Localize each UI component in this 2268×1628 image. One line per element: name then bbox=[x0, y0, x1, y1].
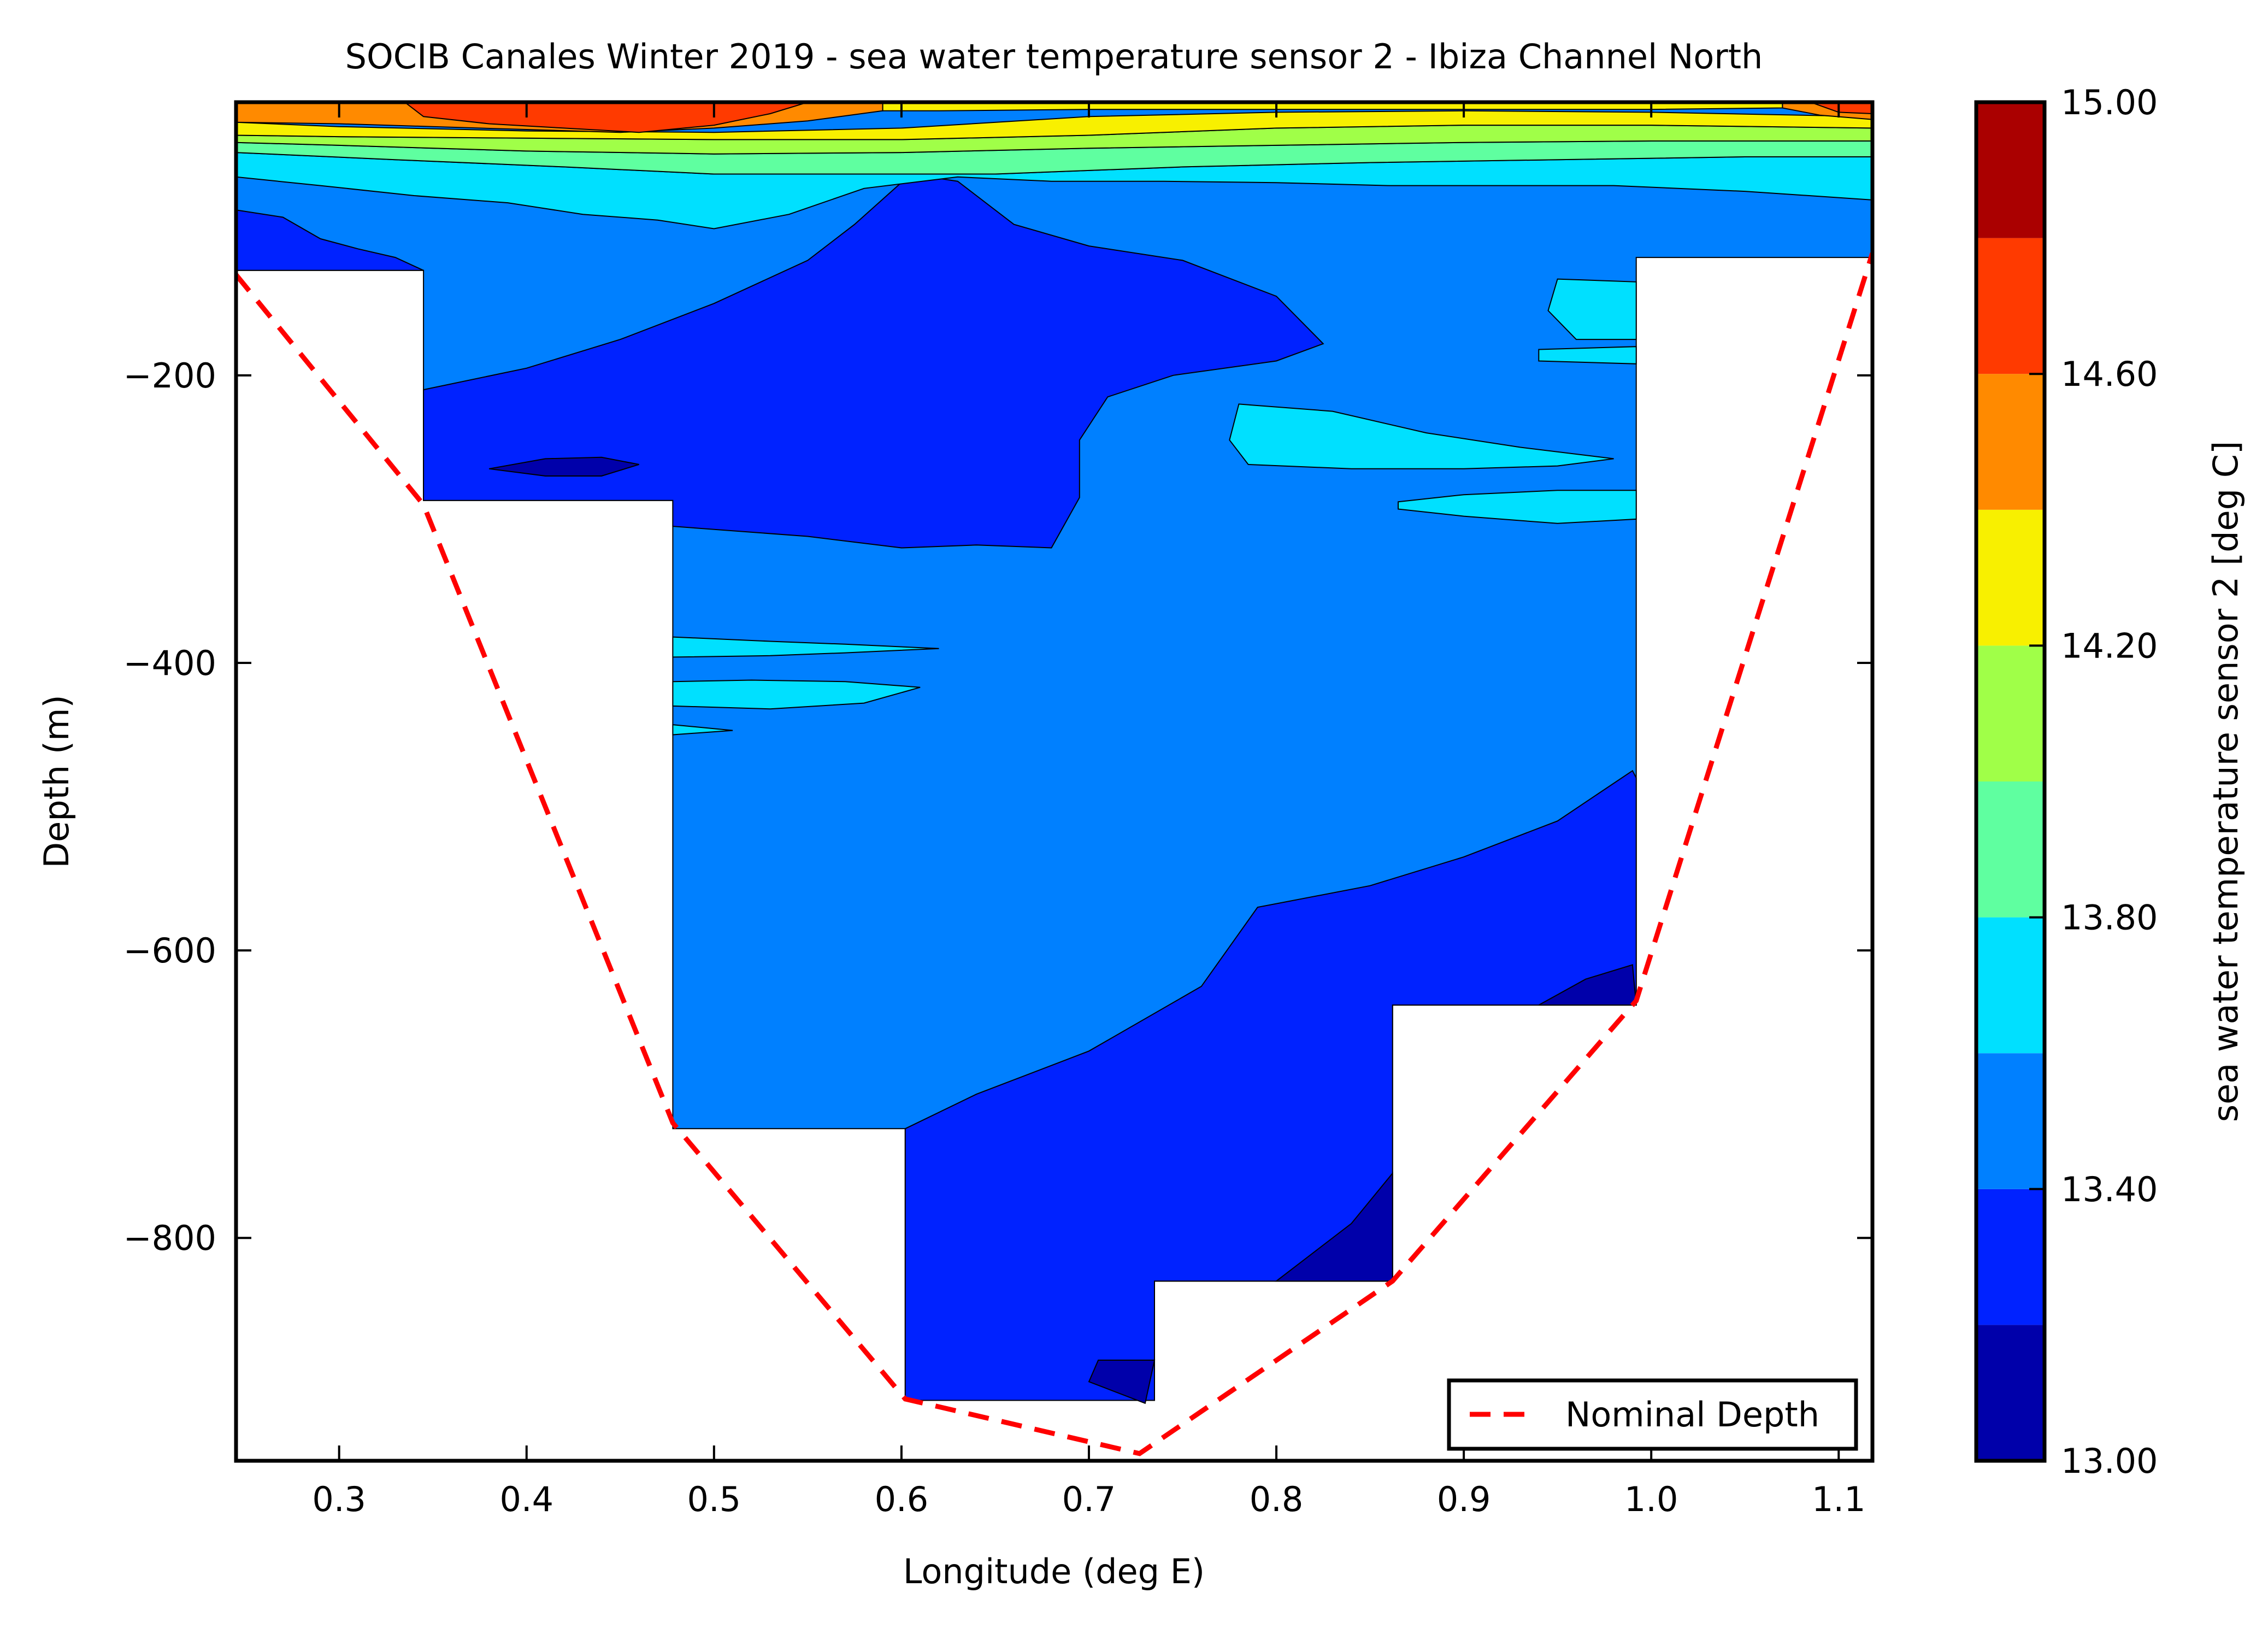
temperature-band-13-3-region-3 bbox=[904, 769, 1637, 1401]
temperature-band-13-7-region-10 bbox=[1398, 490, 1637, 524]
x-tick-label-0: 0.3 bbox=[312, 1479, 366, 1519]
colorbar-band-0 bbox=[1976, 1325, 2045, 1461]
colorbar-ticks: 13.00 13.40 13.80 14.20 14.60 15.00 bbox=[2029, 83, 2158, 1481]
x-tick-label-1: 0.4 bbox=[499, 1479, 553, 1519]
x-tick-label-6: 0.9 bbox=[1437, 1479, 1491, 1519]
colorbar-label: sea water temperature sensor 2 [deg C] bbox=[2206, 441, 2246, 1122]
temperature-band-13-7-region-13 bbox=[672, 636, 939, 658]
x-tick-label-4: 0.7 bbox=[1062, 1479, 1116, 1519]
x-tick-label-8: 1.1 bbox=[1812, 1479, 1866, 1519]
colorbar-tick-label-3: 14.20 bbox=[2061, 626, 2158, 666]
colorbar-band-1 bbox=[1976, 1189, 2045, 1325]
temperature-band-14-3-region-21 bbox=[882, 102, 1783, 111]
colorbar-tick-label-1: 13.40 bbox=[2061, 1169, 2158, 1209]
series-layer bbox=[236, 252, 1872, 1456]
temperature-band-14-7-region-23 bbox=[1810, 102, 1872, 115]
colorbar-tick-label-0: 13.00 bbox=[2061, 1441, 2158, 1481]
colorbar-band-4 bbox=[1976, 781, 2045, 918]
colorbar-tick-label-4: 14.60 bbox=[2061, 354, 2158, 394]
x-tick-label-3: 0.6 bbox=[875, 1479, 929, 1519]
colorbar-band-7 bbox=[1976, 374, 2045, 510]
colorbar-band-2 bbox=[1976, 1053, 2045, 1189]
colorbar-tick-label-2: 13.80 bbox=[2061, 898, 2158, 938]
plot-frame bbox=[234, 100, 1875, 1463]
colorbar-tick-label-5: 15.00 bbox=[2061, 83, 2158, 122]
temperature-band-13-7-region-11 bbox=[1547, 278, 1637, 340]
temperature-band-13-7-region-12 bbox=[1538, 346, 1637, 365]
y-tick-label-2: −600 bbox=[123, 931, 216, 971]
y-axis-label: Depth (m) bbox=[37, 695, 76, 868]
x-tick-label-7: 1.0 bbox=[1624, 1479, 1678, 1519]
y-axis: −200 −400 −600 −800 bbox=[123, 356, 1872, 1258]
temperature-band-13-1-region-5 bbox=[1088, 1359, 1156, 1404]
colorbar-bands bbox=[1976, 102, 2045, 1461]
temperature-band-13-1-region-7 bbox=[1538, 964, 1637, 1006]
plot-area bbox=[236, 102, 1872, 1461]
colorbar-band-3 bbox=[1976, 917, 2045, 1054]
x-tick-label-2: 0.5 bbox=[687, 1479, 741, 1519]
y-tick-label-3: −800 bbox=[123, 1218, 216, 1258]
temperature-band-13-3-region-1 bbox=[236, 209, 424, 271]
x-axis: 0.3 0.4 0.5 0.6 0.7 0.8 0.9 1.0 1.1 bbox=[312, 102, 1866, 1519]
colorbar-frame bbox=[1974, 100, 2047, 1463]
chart-title: SOCIB Canales Winter 2019 - sea water te… bbox=[345, 37, 1763, 77]
legend-label-nominal-depth: Nominal Depth bbox=[1565, 1395, 1819, 1435]
series-nominal-depth-line bbox=[236, 252, 1872, 1456]
x-tick-label-5: 0.8 bbox=[1250, 1479, 1304, 1519]
y-tick-label-1: −400 bbox=[123, 643, 216, 683]
temperature-band-14-3-region-18 bbox=[236, 110, 1872, 140]
colorbar-band-9 bbox=[1976, 102, 2045, 238]
colorbar-band-8 bbox=[1976, 238, 2045, 374]
temperature-band-13-3-region-2 bbox=[423, 173, 1324, 549]
temperature-band-13-1-region-6 bbox=[1275, 1172, 1393, 1282]
colorbar-band-5 bbox=[1976, 645, 2045, 781]
colorbar-band-6 bbox=[1976, 509, 2045, 646]
temperature-band-13-7-region-14 bbox=[672, 679, 921, 710]
colorbar: 13.00 13.40 13.80 14.20 14.60 15.00 sea water… bbox=[1974, 83, 2246, 1481]
temperature-band-13-7-region-15 bbox=[672, 724, 733, 736]
x-axis-label: Longitude (deg E) bbox=[903, 1551, 1205, 1591]
temperature-band-13-7-region-9 bbox=[1229, 403, 1614, 469]
legend: Nominal Depth bbox=[1447, 1378, 1858, 1451]
temperature-band-13-1-region-4 bbox=[488, 456, 639, 477]
temperature-contours bbox=[236, 102, 1872, 1404]
temperature-band-14-7-region-22 bbox=[404, 102, 808, 133]
y-tick-label-0: −200 bbox=[123, 356, 216, 396]
